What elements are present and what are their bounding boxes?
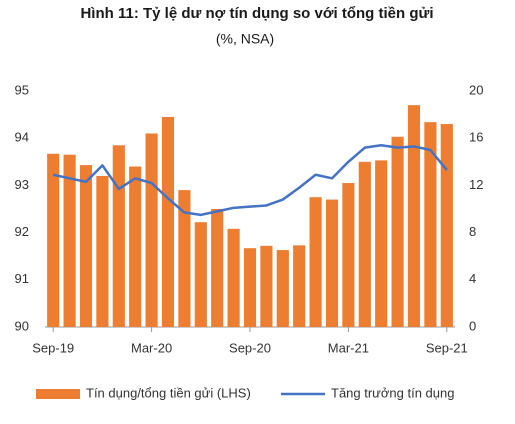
bar [391, 136, 404, 327]
bar [178, 190, 191, 327]
bar [309, 197, 322, 327]
y2-tick-label: 8 [469, 224, 476, 239]
bar [79, 165, 93, 327]
y-tick-label: 95 [15, 82, 29, 97]
line [52, 144, 448, 217]
y-tick-label: 91 [15, 271, 29, 286]
bar [129, 166, 142, 327]
bar [211, 209, 224, 327]
x-tick-label: Mar-20 [131, 340, 172, 355]
bar [227, 228, 240, 327]
y2-tick-label: 12 [469, 177, 483, 192]
bar [161, 116, 175, 328]
bar [96, 175, 109, 327]
y2-tick-label: 16 [469, 130, 483, 145]
x-tick-label: Mar-21 [328, 340, 369, 355]
y-tick-label: 94 [15, 130, 29, 145]
y-tick-label: 92 [15, 224, 29, 239]
bar [260, 245, 273, 327]
y2-tick-label: 4 [469, 271, 476, 286]
bar [440, 124, 453, 327]
y2-tick-label: 20 [469, 82, 483, 97]
bar [194, 222, 207, 327]
chart-title: Hình 11: Tỷ lệ dư nợ tín dụng so với tổn… [80, 5, 433, 22]
bar [342, 183, 355, 327]
x-tick-label: Sep-21 [426, 340, 468, 355]
bar [145, 133, 158, 327]
bar [407, 105, 421, 327]
legend-swatch [36, 389, 80, 399]
bar [276, 250, 289, 327]
bar [325, 199, 339, 327]
legend-label: Tăng trưởng tín dụng [331, 385, 454, 400]
bar [112, 145, 125, 327]
y2-tick-label: 0 [469, 318, 476, 333]
bar [358, 161, 371, 327]
bar [424, 122, 437, 327]
legend-label: Tín dụng/tổng tiền gửi (LHS) [86, 385, 251, 400]
y-tick-label: 93 [15, 177, 29, 192]
x-tick-label: Sep-19 [32, 340, 74, 355]
bar [243, 248, 257, 327]
chart-subtitle: (%, NSA) [216, 31, 274, 47]
bar [293, 245, 306, 327]
y-tick-label: 90 [15, 318, 29, 333]
x-tick-label: Sep-20 [229, 340, 271, 355]
bar [375, 160, 388, 327]
bar [47, 153, 60, 327]
bar [63, 154, 76, 327]
